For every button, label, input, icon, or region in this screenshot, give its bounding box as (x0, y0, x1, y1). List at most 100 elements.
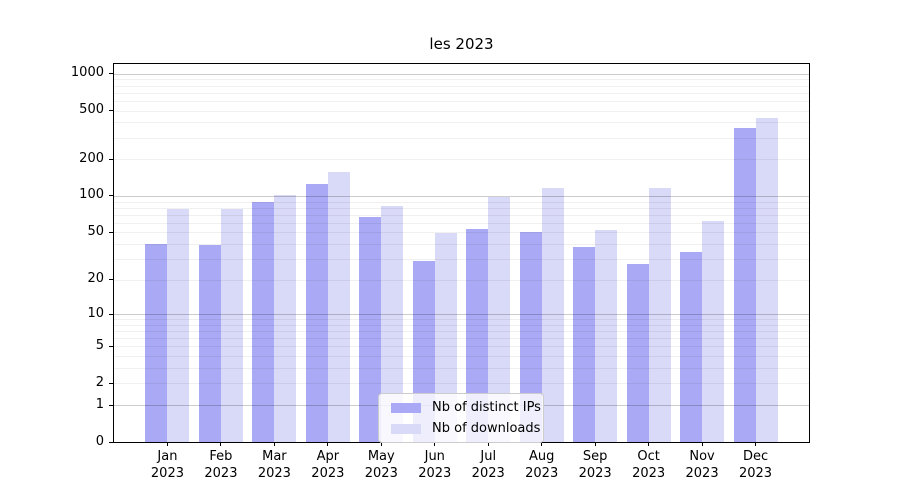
bar-distinct-ips (198, 245, 221, 442)
bar-downloads (220, 209, 243, 442)
bar-downloads (648, 188, 671, 442)
y-axis-tick-label: 200 (79, 150, 104, 166)
bar-distinct-ips (466, 229, 489, 442)
x-axis-tick-label: Apr 2023 (311, 449, 345, 481)
gridline-minor (114, 338, 809, 340)
gridline-minor (114, 85, 809, 87)
y-tick-mark (109, 279, 113, 281)
y-tick-mark (109, 404, 113, 406)
gridline-minor (114, 222, 809, 224)
plot-area (113, 63, 810, 443)
x-axis-tick-label: Sep 2023 (578, 449, 612, 481)
y-tick-mark (109, 158, 113, 160)
bar-downloads (327, 172, 350, 442)
legend-item: Nb of distinct IPs (388, 400, 541, 415)
gridline-minor (114, 79, 809, 81)
x-axis-tick-label: Aug 2023 (525, 449, 559, 481)
gridline-minor (114, 122, 809, 124)
y-tick-mark (109, 110, 113, 112)
bar-distinct-ips (733, 128, 756, 442)
x-tick-mark (755, 442, 757, 446)
bar-distinct-ips (519, 232, 542, 442)
x-tick-mark (541, 442, 543, 446)
bar-downloads (755, 118, 778, 442)
y-axis-tick-label: 10 (87, 305, 104, 321)
gridline-minor (114, 383, 809, 385)
bar-distinct-ips (359, 217, 382, 442)
gridline-minor (114, 258, 809, 260)
bar-distinct-ips (626, 264, 649, 442)
legend-label: Nb of downloads (432, 421, 541, 436)
legend-item: Nb of downloads (388, 421, 540, 436)
bar-downloads (541, 187, 564, 442)
gridline-minor (114, 244, 809, 246)
y-axis-tick-label: 20 (87, 271, 104, 287)
y-axis-tick-label: 1000 (70, 65, 104, 81)
x-tick-mark (327, 442, 329, 446)
y-axis-tick-label: 5 (95, 337, 104, 353)
x-tick-mark (273, 442, 275, 446)
gridline-major (114, 195, 809, 197)
x-axis-tick-label: Oct 2023 (632, 449, 666, 481)
y-tick-mark (109, 195, 113, 197)
bar-distinct-ips (145, 244, 168, 442)
x-axis-tick-label: Jan 2023 (150, 449, 184, 481)
y-tick-mark (109, 382, 113, 384)
gridline-minor (114, 92, 809, 94)
x-tick-mark (166, 442, 168, 446)
bar-distinct-ips (252, 201, 275, 442)
y-tick-mark (109, 313, 113, 315)
y-axis-tick-label: 100 (79, 187, 104, 203)
x-axis-tick-label: Jul 2023 (471, 449, 505, 481)
x-axis-tick-label: Nov 2023 (685, 449, 719, 481)
y-axis-tick-label: 0 (95, 433, 104, 449)
y-axis-tick-label: 1 (95, 396, 104, 412)
y-tick-mark (109, 441, 113, 443)
gridline-minor (114, 324, 809, 326)
x-tick-mark (594, 442, 596, 446)
x-axis-tick-label: May 2023 (364, 449, 398, 481)
gridline-minor (114, 207, 809, 209)
gridline-minor (114, 159, 809, 161)
gridline-minor (114, 346, 809, 348)
bar-distinct-ips (680, 252, 703, 442)
gridline-minor (114, 331, 809, 333)
gridline-minor (114, 356, 809, 358)
gridline-minor (114, 232, 809, 234)
bar-downloads (381, 206, 404, 442)
x-tick-mark (648, 442, 650, 446)
legend-swatch (391, 423, 421, 434)
bar-distinct-ips (305, 184, 328, 442)
x-tick-mark (220, 442, 222, 446)
legend-label: Nb of distinct IPs (432, 400, 541, 415)
x-axis-tick-label: Mar 2023 (257, 449, 291, 481)
bar-distinct-ips (573, 246, 596, 442)
bar-downloads (434, 233, 457, 442)
x-tick-mark (434, 442, 436, 446)
gridline-major (114, 314, 809, 316)
gridline-minor (114, 137, 809, 139)
gridline-minor (114, 100, 809, 102)
gridline-minor (114, 368, 809, 370)
bar-downloads (488, 197, 511, 442)
x-tick-mark (701, 442, 703, 446)
bar-downloads (595, 230, 618, 442)
y-tick-mark (109, 231, 113, 233)
gridline-minor (114, 201, 809, 203)
legend-swatch (391, 402, 421, 413)
gridline-minor (114, 279, 809, 281)
chart-title: les 2023 (429, 35, 494, 53)
bar-downloads (167, 209, 190, 442)
x-tick-mark (487, 442, 489, 446)
x-tick-mark (380, 442, 382, 446)
y-axis-tick-label: 50 (87, 223, 104, 239)
legend: Nb of distinct IPs Nb of downloads (378, 393, 544, 443)
bar-downloads (702, 221, 725, 442)
gridline-minor (114, 110, 809, 112)
gridline-minor (114, 319, 809, 321)
bar-downloads (274, 195, 297, 442)
x-axis-tick-label: Jun 2023 (418, 449, 452, 481)
gridline-minor (114, 214, 809, 216)
x-axis-tick-label: Dec 2023 (738, 449, 773, 481)
